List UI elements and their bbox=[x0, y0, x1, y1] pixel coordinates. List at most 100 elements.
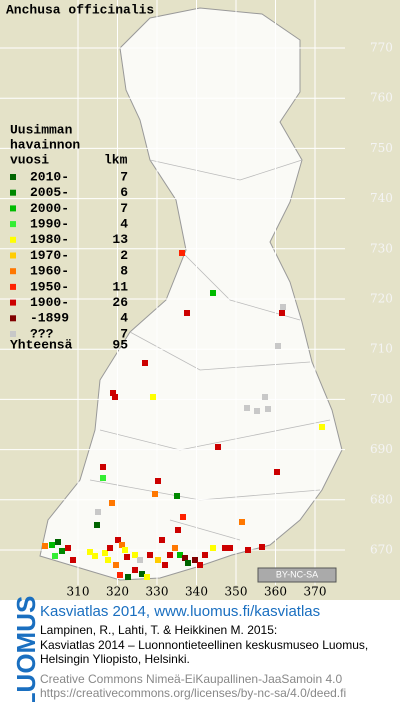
y-label: 700 bbox=[370, 392, 393, 406]
legend-label: 1900- bbox=[30, 295, 69, 310]
occurrence bbox=[100, 475, 106, 481]
legend-label: 1990- bbox=[30, 217, 69, 232]
occurrence bbox=[280, 304, 286, 310]
badge-text: BY-NC-SA bbox=[276, 569, 318, 579]
occurrence bbox=[144, 574, 150, 580]
occurrence bbox=[275, 343, 281, 349]
legend-count: 7 bbox=[120, 326, 128, 341]
occurrence bbox=[172, 545, 178, 551]
legend-heading: havainnon bbox=[10, 137, 80, 152]
legend-swatch bbox=[10, 252, 16, 259]
occurrence bbox=[92, 553, 98, 559]
occurrence bbox=[94, 522, 100, 528]
occurrence bbox=[152, 491, 158, 497]
title: Anchusa officinalis bbox=[6, 2, 154, 17]
occurrence bbox=[117, 572, 123, 578]
occurrence bbox=[222, 545, 228, 551]
occurrence bbox=[215, 444, 221, 450]
occurrence bbox=[155, 557, 161, 563]
occurrence bbox=[150, 394, 156, 400]
legend-label: 1980- bbox=[30, 232, 69, 247]
occurrence bbox=[139, 571, 145, 577]
occurrence bbox=[100, 464, 106, 470]
occurrence bbox=[52, 553, 58, 559]
total-count: 95 bbox=[112, 337, 128, 352]
occurrence bbox=[119, 542, 125, 548]
occurrences bbox=[42, 250, 325, 580]
occurrence bbox=[210, 545, 216, 551]
occurrence bbox=[147, 552, 153, 558]
y-label: 710 bbox=[370, 342, 393, 356]
legend-count-header: lkm bbox=[104, 152, 128, 167]
occurrence bbox=[167, 552, 173, 558]
occurrence bbox=[132, 552, 138, 558]
occurrence bbox=[155, 478, 161, 484]
occurrence bbox=[239, 519, 245, 525]
y-label: 720 bbox=[370, 292, 393, 306]
occurrence bbox=[259, 544, 265, 550]
occurrence bbox=[59, 548, 65, 554]
x-label: 370 bbox=[304, 585, 327, 599]
legend-label: 2010- bbox=[30, 169, 69, 184]
occurrence bbox=[185, 560, 191, 566]
occurrence bbox=[142, 360, 148, 366]
legend-label: ??? bbox=[30, 326, 54, 341]
legend-swatch bbox=[10, 299, 16, 306]
occurrence bbox=[87, 549, 93, 555]
x-label: 360 bbox=[264, 585, 287, 599]
occurrence bbox=[174, 493, 180, 499]
occurrence bbox=[107, 545, 113, 551]
legend-heading: Uusimman bbox=[10, 122, 73, 137]
occurrence bbox=[49, 542, 55, 548]
occurrence bbox=[179, 250, 185, 256]
occurrence bbox=[115, 537, 121, 543]
occurrence bbox=[105, 557, 111, 563]
occurrence bbox=[184, 310, 190, 316]
link[interactable]: Kasviatlas 2014, www.luomus.fi/kasviatla… bbox=[40, 603, 320, 620]
y-label: 690 bbox=[370, 442, 393, 456]
occurrence bbox=[159, 537, 165, 543]
x-label: 310 bbox=[67, 585, 90, 599]
legend-count: 13 bbox=[112, 232, 128, 247]
occurrence bbox=[122, 547, 128, 553]
occurrence bbox=[177, 552, 183, 558]
legend-label: 2005- bbox=[30, 185, 69, 200]
legend-label: 1950- bbox=[30, 279, 69, 294]
legend-count: 4 bbox=[120, 311, 128, 326]
occurrence bbox=[113, 562, 119, 568]
legend-label: -1899 bbox=[30, 311, 69, 326]
y-label: 670 bbox=[370, 543, 393, 557]
y-label: 740 bbox=[370, 191, 393, 205]
y-label: 730 bbox=[370, 241, 393, 255]
occurrence bbox=[279, 310, 285, 316]
occurrence bbox=[182, 555, 188, 561]
occurrence bbox=[55, 539, 61, 545]
occurrence bbox=[244, 405, 250, 411]
y-label: 680 bbox=[370, 492, 393, 506]
legend-count: 11 bbox=[112, 279, 128, 294]
total-label: Yhteensä bbox=[10, 337, 73, 352]
legend-swatch bbox=[10, 189, 16, 196]
occurrence bbox=[202, 552, 208, 558]
grid: 770 760 750 740 730 720 710 700 690 680 670 310 320 3… bbox=[0, 0, 393, 599]
legend-count: 7 bbox=[120, 201, 128, 216]
legend-label: 2000- bbox=[30, 201, 69, 216]
legend-swatch bbox=[10, 268, 16, 275]
license-badge: BY-NC-SA bbox=[257, 567, 337, 583]
citation: Kasviatlas 2014 – Luonnontieteellinen ke… bbox=[40, 638, 368, 652]
occurrence bbox=[197, 562, 203, 568]
occurrence bbox=[162, 562, 168, 568]
license: Creative Commons Nimeä-EiKaupallinen-Jaa… bbox=[40, 672, 342, 686]
legend-count: 8 bbox=[120, 264, 128, 279]
occurrence bbox=[265, 406, 271, 412]
occurrence bbox=[102, 550, 108, 556]
occurrence bbox=[210, 290, 216, 296]
license[interactable]: https://creativecommons.org/licenses/by-… bbox=[40, 686, 346, 700]
legend-count: 7 bbox=[120, 169, 128, 184]
legend-count: 2 bbox=[120, 248, 128, 263]
occurrence bbox=[192, 557, 198, 563]
occurrence bbox=[65, 545, 71, 551]
